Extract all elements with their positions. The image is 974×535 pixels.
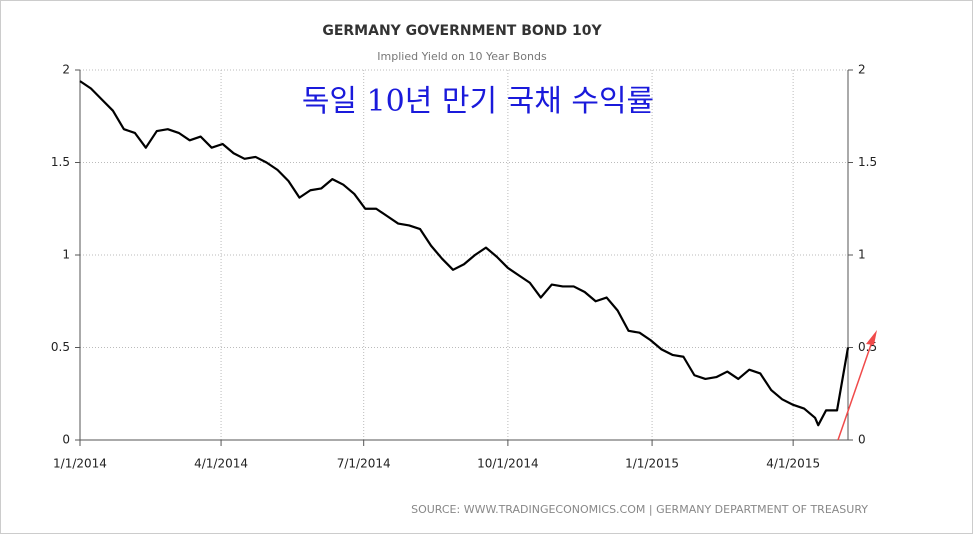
source: SOURCE: WWW.TRADINGECONOMICS.COM | GERMA…	[411, 503, 868, 516]
x-tick-label: 1/1/2014	[53, 457, 107, 471]
chart-title: GERMANY GOVERNMENT BOND 10Y	[322, 23, 602, 39]
y-tick-label: 0	[62, 433, 70, 447]
y-tick-label: 0.5	[51, 340, 70, 354]
y2-tick-label: 1	[858, 248, 866, 262]
arrow-head	[866, 330, 877, 345]
x-tick-label: 4/1/2014	[194, 457, 248, 471]
x-tick-label: 10/1/2014	[477, 457, 539, 471]
y-tick-label: 1	[62, 248, 70, 262]
y2-tick-label: 2	[858, 63, 866, 77]
annotation: 독일 10년 만기 국채 수익률	[302, 84, 654, 119]
y2-tick-label: 1.5	[858, 155, 877, 169]
y-tick-label: 2	[62, 63, 70, 77]
line	[79, 80, 850, 427]
y-tick-label: 1.5	[51, 155, 70, 169]
chart-subtitle: Implied Yield on 10 Year Bonds	[377, 50, 547, 63]
x-tick-label: 4/1/2015	[766, 457, 820, 471]
x-tick-label: 1/1/2015	[625, 457, 679, 471]
arrow	[837, 335, 875, 441]
x-tick-label: 7/1/2014	[337, 457, 391, 471]
y2-tick-label: 0	[858, 433, 866, 447]
